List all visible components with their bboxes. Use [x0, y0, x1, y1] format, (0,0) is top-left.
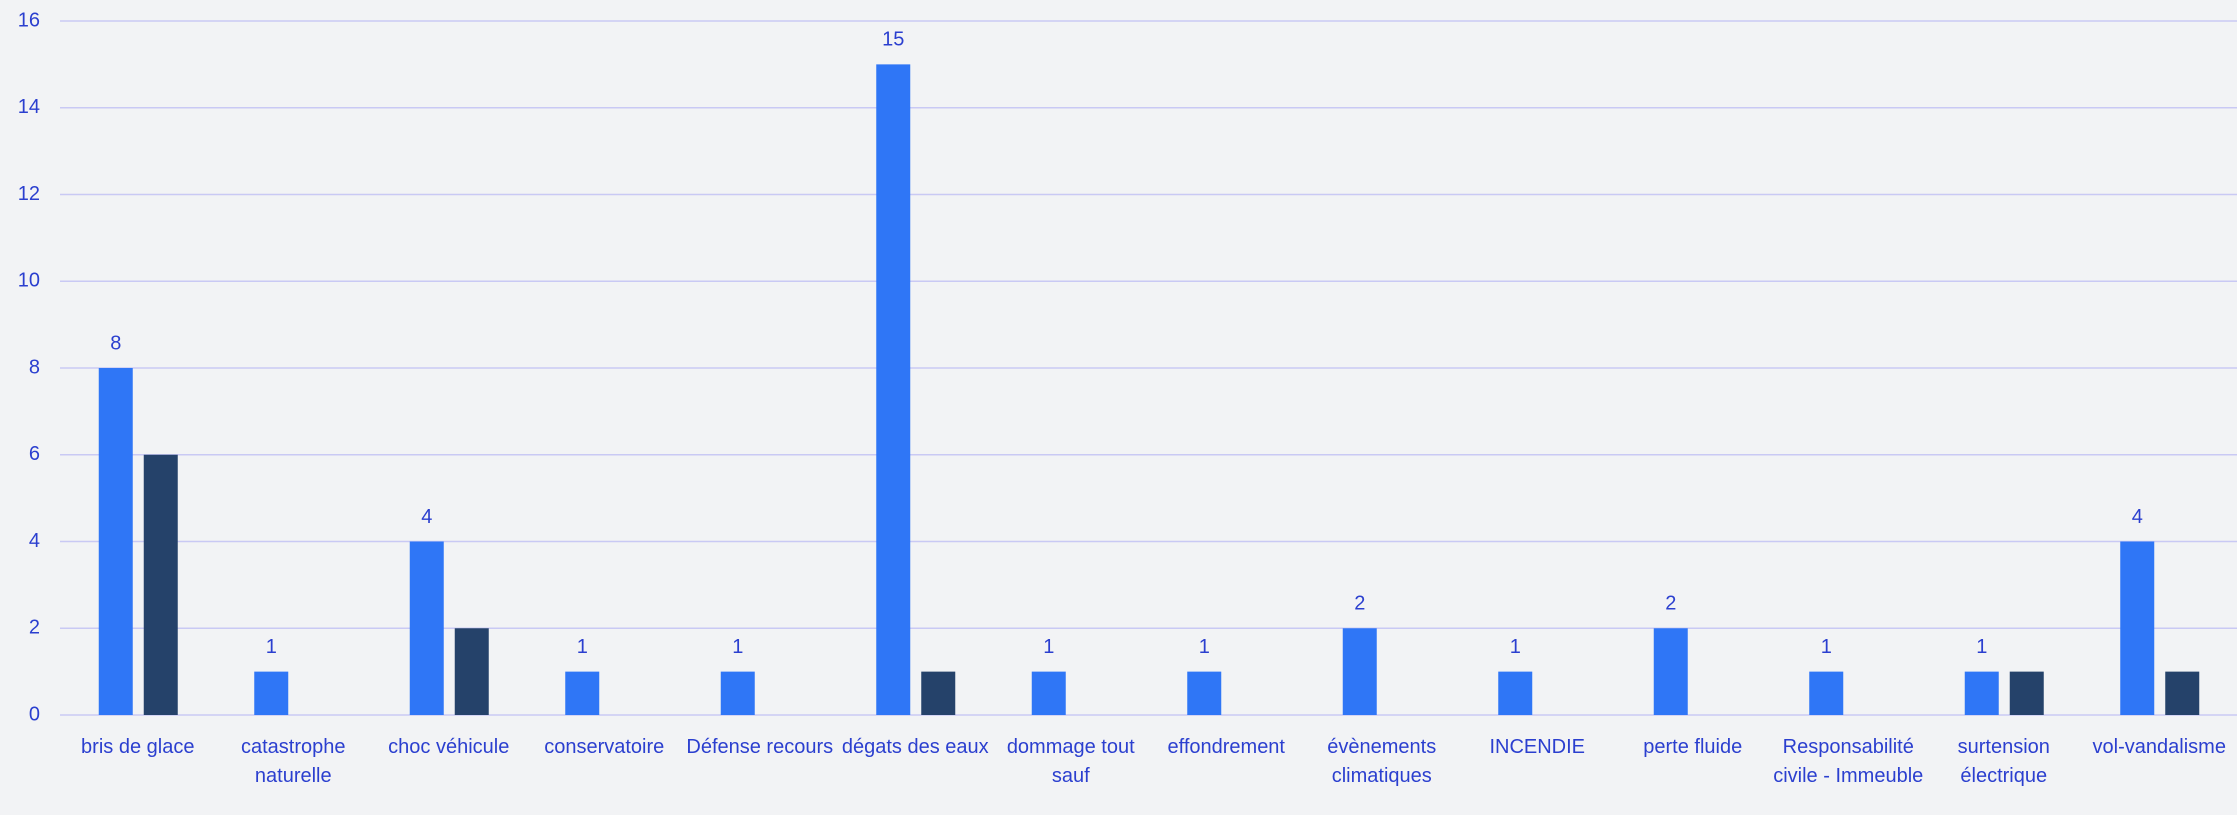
- x-tick-label: évènements climatiques: [1327, 736, 1437, 787]
- bar: [1498, 671, 1533, 715]
- bar: [454, 628, 489, 715]
- bar: [1653, 628, 1688, 715]
- x-tick-label: choc véhicule: [388, 736, 510, 758]
- x-tick-label: dommage tout sauf: [1006, 736, 1135, 787]
- bar: [921, 671, 956, 715]
- x-tick-label: Défense recours: [686, 736, 834, 758]
- bar: [1031, 671, 1066, 715]
- x-tick-label: Responsabilité civile - Immeuble: [1773, 736, 1924, 787]
- x-tick-label: vol-vandalisme: [2092, 736, 2226, 758]
- bar: [409, 541, 444, 715]
- data-label: 4: [2132, 506, 2143, 528]
- data-label: 15: [882, 29, 904, 51]
- bar: [565, 671, 600, 715]
- x-tick-label: dégats des eaux: [841, 736, 989, 758]
- bar: [1187, 671, 1222, 715]
- x-tick-label: perte fluide: [1643, 736, 1743, 758]
- bar: [2009, 671, 2044, 715]
- y-tick-label: 2: [29, 617, 40, 639]
- x-tick-label: effondrement: [1167, 736, 1286, 758]
- data-label: 1: [1199, 636, 1210, 658]
- x-tick-label: catastrophe naturelle: [240, 736, 346, 787]
- y-tick-label: 12: [18, 183, 40, 205]
- y-tick-label: 6: [29, 443, 40, 465]
- x-tick-label: conservatoire: [544, 736, 665, 758]
- y-tick-label: 0: [29, 703, 40, 725]
- bar: [98, 368, 133, 715]
- bar: [1964, 671, 1999, 715]
- data-label: 1: [1976, 636, 1987, 658]
- data-label: 8: [110, 332, 121, 354]
- data-label: 4: [421, 506, 432, 528]
- data-label: 2: [1354, 593, 1365, 615]
- data-label: 2: [1665, 593, 1676, 615]
- bar: [1809, 671, 1844, 715]
- x-tick-label: surtension électrique: [1957, 736, 2050, 787]
- bar: [254, 671, 289, 715]
- bar: [143, 454, 178, 715]
- y-tick-label: 4: [29, 530, 40, 552]
- bar: [2165, 671, 2200, 715]
- data-label: 1: [1510, 636, 1521, 658]
- y-tick-label: 16: [18, 9, 40, 31]
- y-tick-label: 14: [18, 96, 40, 118]
- data-label: 1: [1043, 636, 1054, 658]
- data-label: 1: [1821, 636, 1832, 658]
- x-tick-label: INCENDIE: [1489, 736, 1586, 758]
- bar: [1342, 628, 1377, 715]
- y-tick-label: 8: [29, 356, 40, 378]
- data-label: 1: [732, 636, 743, 658]
- data-label: 1: [577, 636, 588, 658]
- bar: [720, 671, 755, 715]
- bar: [876, 64, 911, 715]
- x-tick-label: bris de glace: [81, 736, 195, 758]
- bar: [2120, 541, 2155, 715]
- data-label: 1: [266, 636, 277, 658]
- y-tick-label: 10: [18, 270, 40, 292]
